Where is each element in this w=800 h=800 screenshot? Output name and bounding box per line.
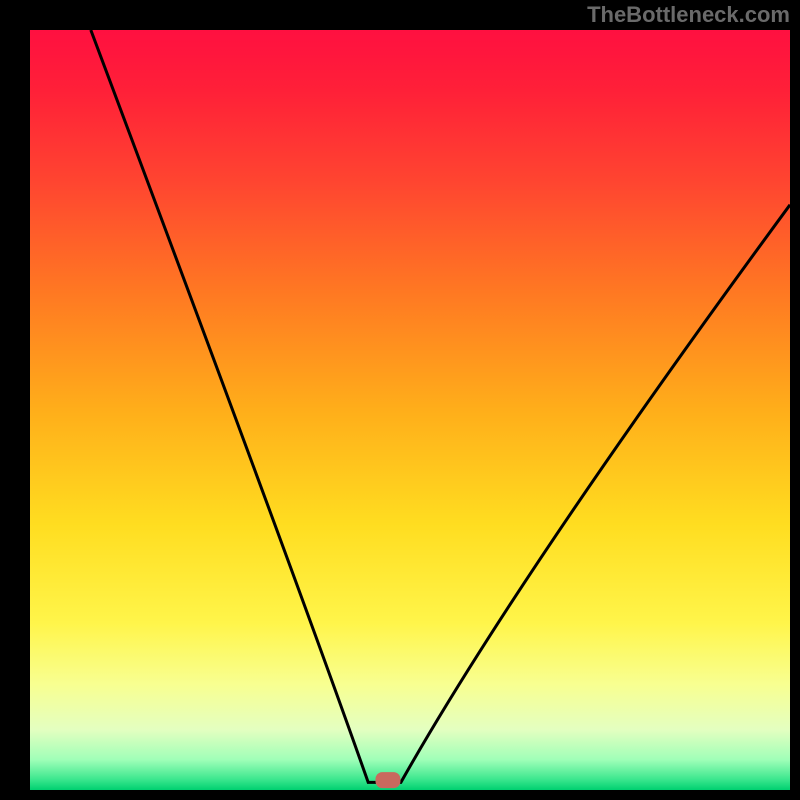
watermark-text: TheBottleneck.com (587, 2, 790, 28)
optimum-marker (375, 772, 400, 788)
bottleneck-chart (0, 0, 800, 800)
gradient-background (30, 30, 790, 790)
chart-container: { "watermark": { "text": "TheBottleneck.… (0, 0, 800, 800)
